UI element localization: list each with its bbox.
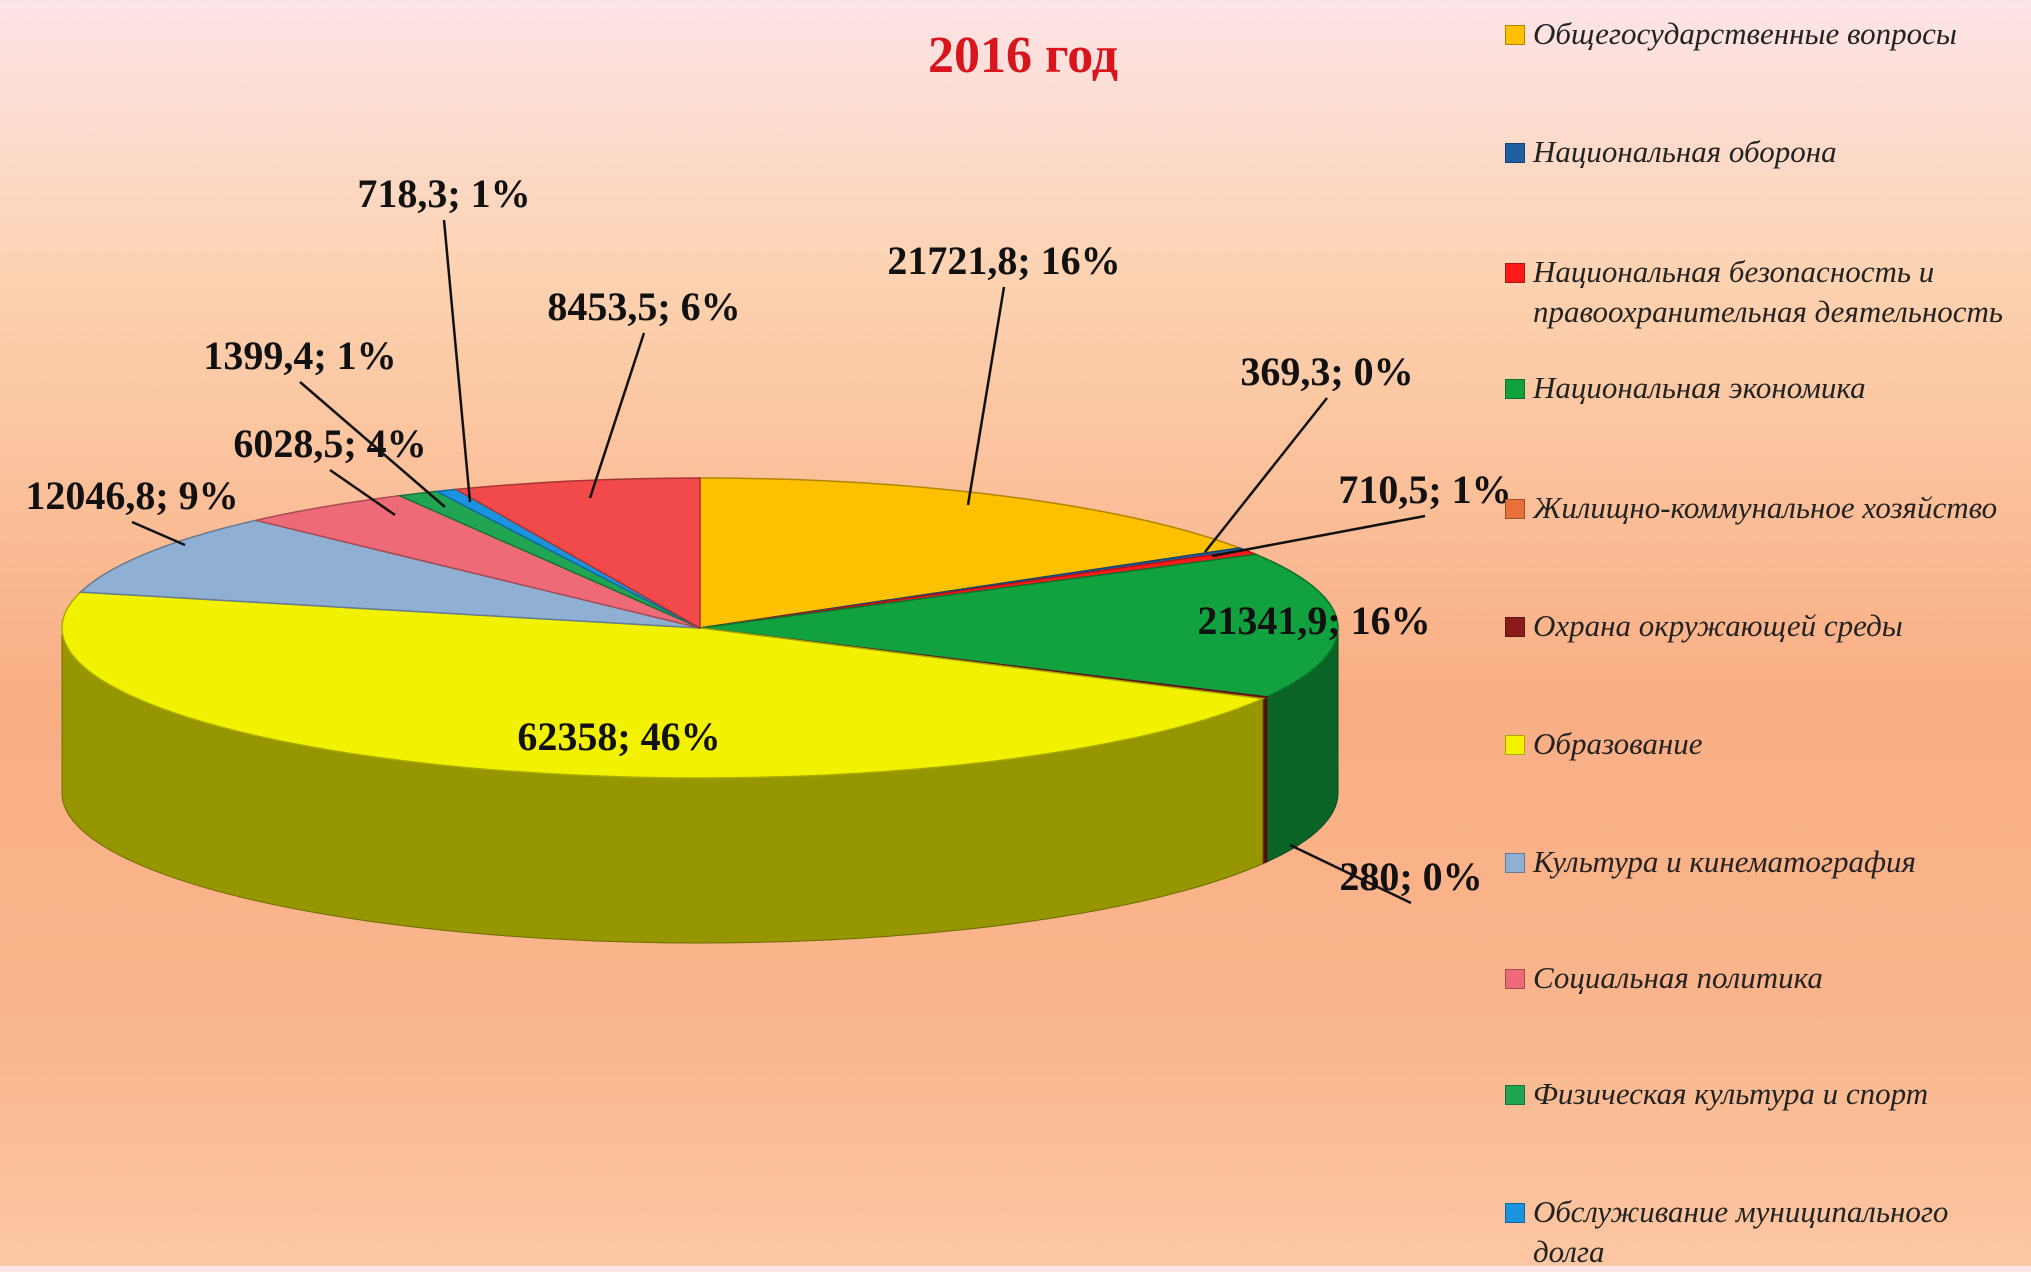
legend-swatch — [1505, 853, 1525, 873]
legend-label: Жилищно-коммунальное хозяйство — [1533, 490, 1998, 525]
pie-slice — [61, 591, 1266, 779]
data-label: 280; 0% — [1339, 854, 1482, 899]
legend-item: Общегосударственные вопросы — [1505, 14, 2025, 54]
data-label: 369,3; 0% — [1240, 349, 1413, 394]
leader-line — [1289, 843, 1412, 905]
legend-swatch — [1505, 143, 1525, 163]
leader-line — [329, 468, 396, 517]
legend-label: Национальная безопасность и правоохранит… — [1533, 254, 2003, 329]
legend-swatch — [1505, 1203, 1525, 1223]
chart-title: 2016 год — [928, 27, 1118, 84]
legend-swatch — [1505, 379, 1525, 399]
legend-item: Жилищно-коммунальное хозяйство — [1505, 488, 2025, 528]
data-label: 21341,9; 16% — [1197, 598, 1430, 643]
pie-sides — [61, 627, 1339, 944]
legend-label: Охрана окружающей среды — [1533, 608, 1903, 643]
leader-line — [299, 381, 446, 508]
legend-label: Обслуживание муниципального долга — [1533, 1194, 1949, 1269]
pie-slice — [699, 477, 1240, 629]
legend-swatch — [1505, 735, 1525, 755]
legend-swatch — [1505, 263, 1525, 283]
legend-label: Общегосударственные вопросы — [1533, 16, 1957, 51]
data-label: 62358; 46% — [517, 714, 720, 759]
pie-slice — [255, 494, 701, 629]
legend-swatch — [1505, 617, 1525, 637]
data-label: 6028,5; 4% — [233, 421, 426, 466]
pie-slice — [699, 553, 1339, 698]
data-label: 21721,8; 16% — [887, 238, 1120, 283]
leader-line — [131, 520, 186, 547]
data-label: 8453,5; 6% — [547, 284, 740, 329]
leader-line — [588, 332, 646, 499]
legend-item: Национальная безопасность и правоохранит… — [1505, 252, 2025, 332]
pie-slice — [78, 519, 701, 629]
legend-item: Национальная экономика — [1505, 368, 2025, 408]
legend-swatch — [1505, 969, 1525, 989]
legend-item: Социальная политика — [1505, 958, 2025, 998]
legend-item: Обслуживание муниципального долга — [1505, 1192, 2025, 1272]
legend-item: Охрана окружающей среды — [1505, 606, 2025, 646]
pie-side — [1262, 696, 1268, 865]
legend-label: Образование — [1533, 726, 1703, 761]
data-label: 710,5; 1% — [1338, 467, 1511, 512]
legend-item: Физическая культура и спорт — [1505, 1074, 2025, 1114]
pie-tops — [61, 477, 1339, 779]
data-label: 718,3; 1% — [357, 171, 530, 216]
leader-line — [1211, 514, 1426, 558]
legend-item: Национальная оборона — [1505, 132, 2025, 172]
legend-swatch — [1505, 1085, 1525, 1105]
legend-item: Образование — [1505, 724, 2025, 764]
data-label: 1399,4; 1% — [203, 333, 396, 378]
legend-label: Национальная экономика — [1533, 370, 1866, 405]
leader-line — [966, 286, 1006, 506]
legend-label: Культура и кинематография — [1533, 844, 1916, 879]
legend-label: Физическая культура и спорт — [1533, 1076, 1929, 1111]
legend-swatch — [1505, 499, 1525, 519]
leader-line — [1204, 397, 1328, 553]
legend-item: Культура и кинематография — [1505, 842, 2025, 882]
legend-label: Социальная политика — [1533, 960, 1823, 995]
data-label: 12046,8; 9% — [25, 473, 238, 518]
legend-swatch — [1505, 25, 1525, 45]
legend-label: Национальная оборона — [1533, 134, 1837, 169]
leader-line — [442, 219, 472, 503]
